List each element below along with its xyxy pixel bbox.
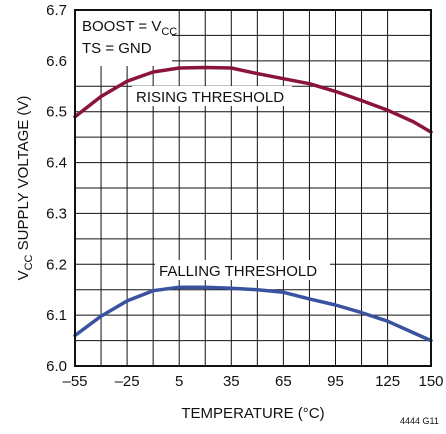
tick-labels: –55 –25 5 35 65 95 125 150 6.0 6.1 6.2 6.3 6.4 6.5 6.6… bbox=[46, 2, 443, 390]
falling-threshold-line bbox=[73, 285, 433, 343]
x-tick-label: 150 bbox=[418, 373, 443, 390]
x-tick-label: 5 bbox=[175, 373, 183, 390]
x-tick-label: 95 bbox=[327, 373, 344, 390]
y-tick-label: 6.2 bbox=[46, 256, 67, 273]
y-tick-label: 6.0 bbox=[46, 358, 67, 375]
plot-frame bbox=[74, 9, 432, 367]
y-tick-label: 6.1 bbox=[46, 307, 67, 324]
y-axis-title-subscript: CC bbox=[23, 254, 35, 270]
rising-label-background bbox=[132, 86, 292, 106]
legend-line-1-text: BOOST = V bbox=[82, 18, 161, 35]
legend-line-1: BOOST = VCC bbox=[82, 18, 177, 38]
y-axis-title-rest: SUPPLY VOLTAGE (V) bbox=[15, 96, 32, 255]
x-tick-label: –25 bbox=[115, 373, 140, 390]
x-tick-label: –55 bbox=[62, 373, 87, 390]
rising-threshold-line bbox=[73, 65, 433, 134]
y-tick-label: 6.6 bbox=[46, 53, 67, 70]
series-layer bbox=[73, 65, 433, 343]
falling-label-background bbox=[155, 260, 330, 280]
legend-line-2: TS = GND bbox=[82, 40, 152, 57]
y-tick-label: 6.5 bbox=[46, 104, 67, 121]
legend-box-background bbox=[76, 10, 172, 66]
x-tick-label: 35 bbox=[223, 373, 240, 390]
y-axis-title-main: V bbox=[15, 270, 32, 280]
x-tick-label: 125 bbox=[375, 373, 400, 390]
y-axis-title: VCC SUPPLY VOLTAGE (V) bbox=[15, 96, 35, 281]
y-tick-label: 6.3 bbox=[46, 205, 67, 222]
rising-threshold-label: RISING THRESHOLD bbox=[136, 89, 284, 106]
legend-line-1-subscript: CC bbox=[161, 26, 177, 38]
x-tick-label: 65 bbox=[275, 373, 292, 390]
falling-threshold-label: FALLING THRESHOLD bbox=[159, 263, 317, 280]
x-axis-title: TEMPERATURE (°C) bbox=[181, 405, 324, 422]
figure-id: 4444 G11 bbox=[400, 416, 439, 426]
y-tick-label: 6.4 bbox=[46, 155, 67, 172]
y-tick-label: 6.7 bbox=[46, 2, 67, 19]
